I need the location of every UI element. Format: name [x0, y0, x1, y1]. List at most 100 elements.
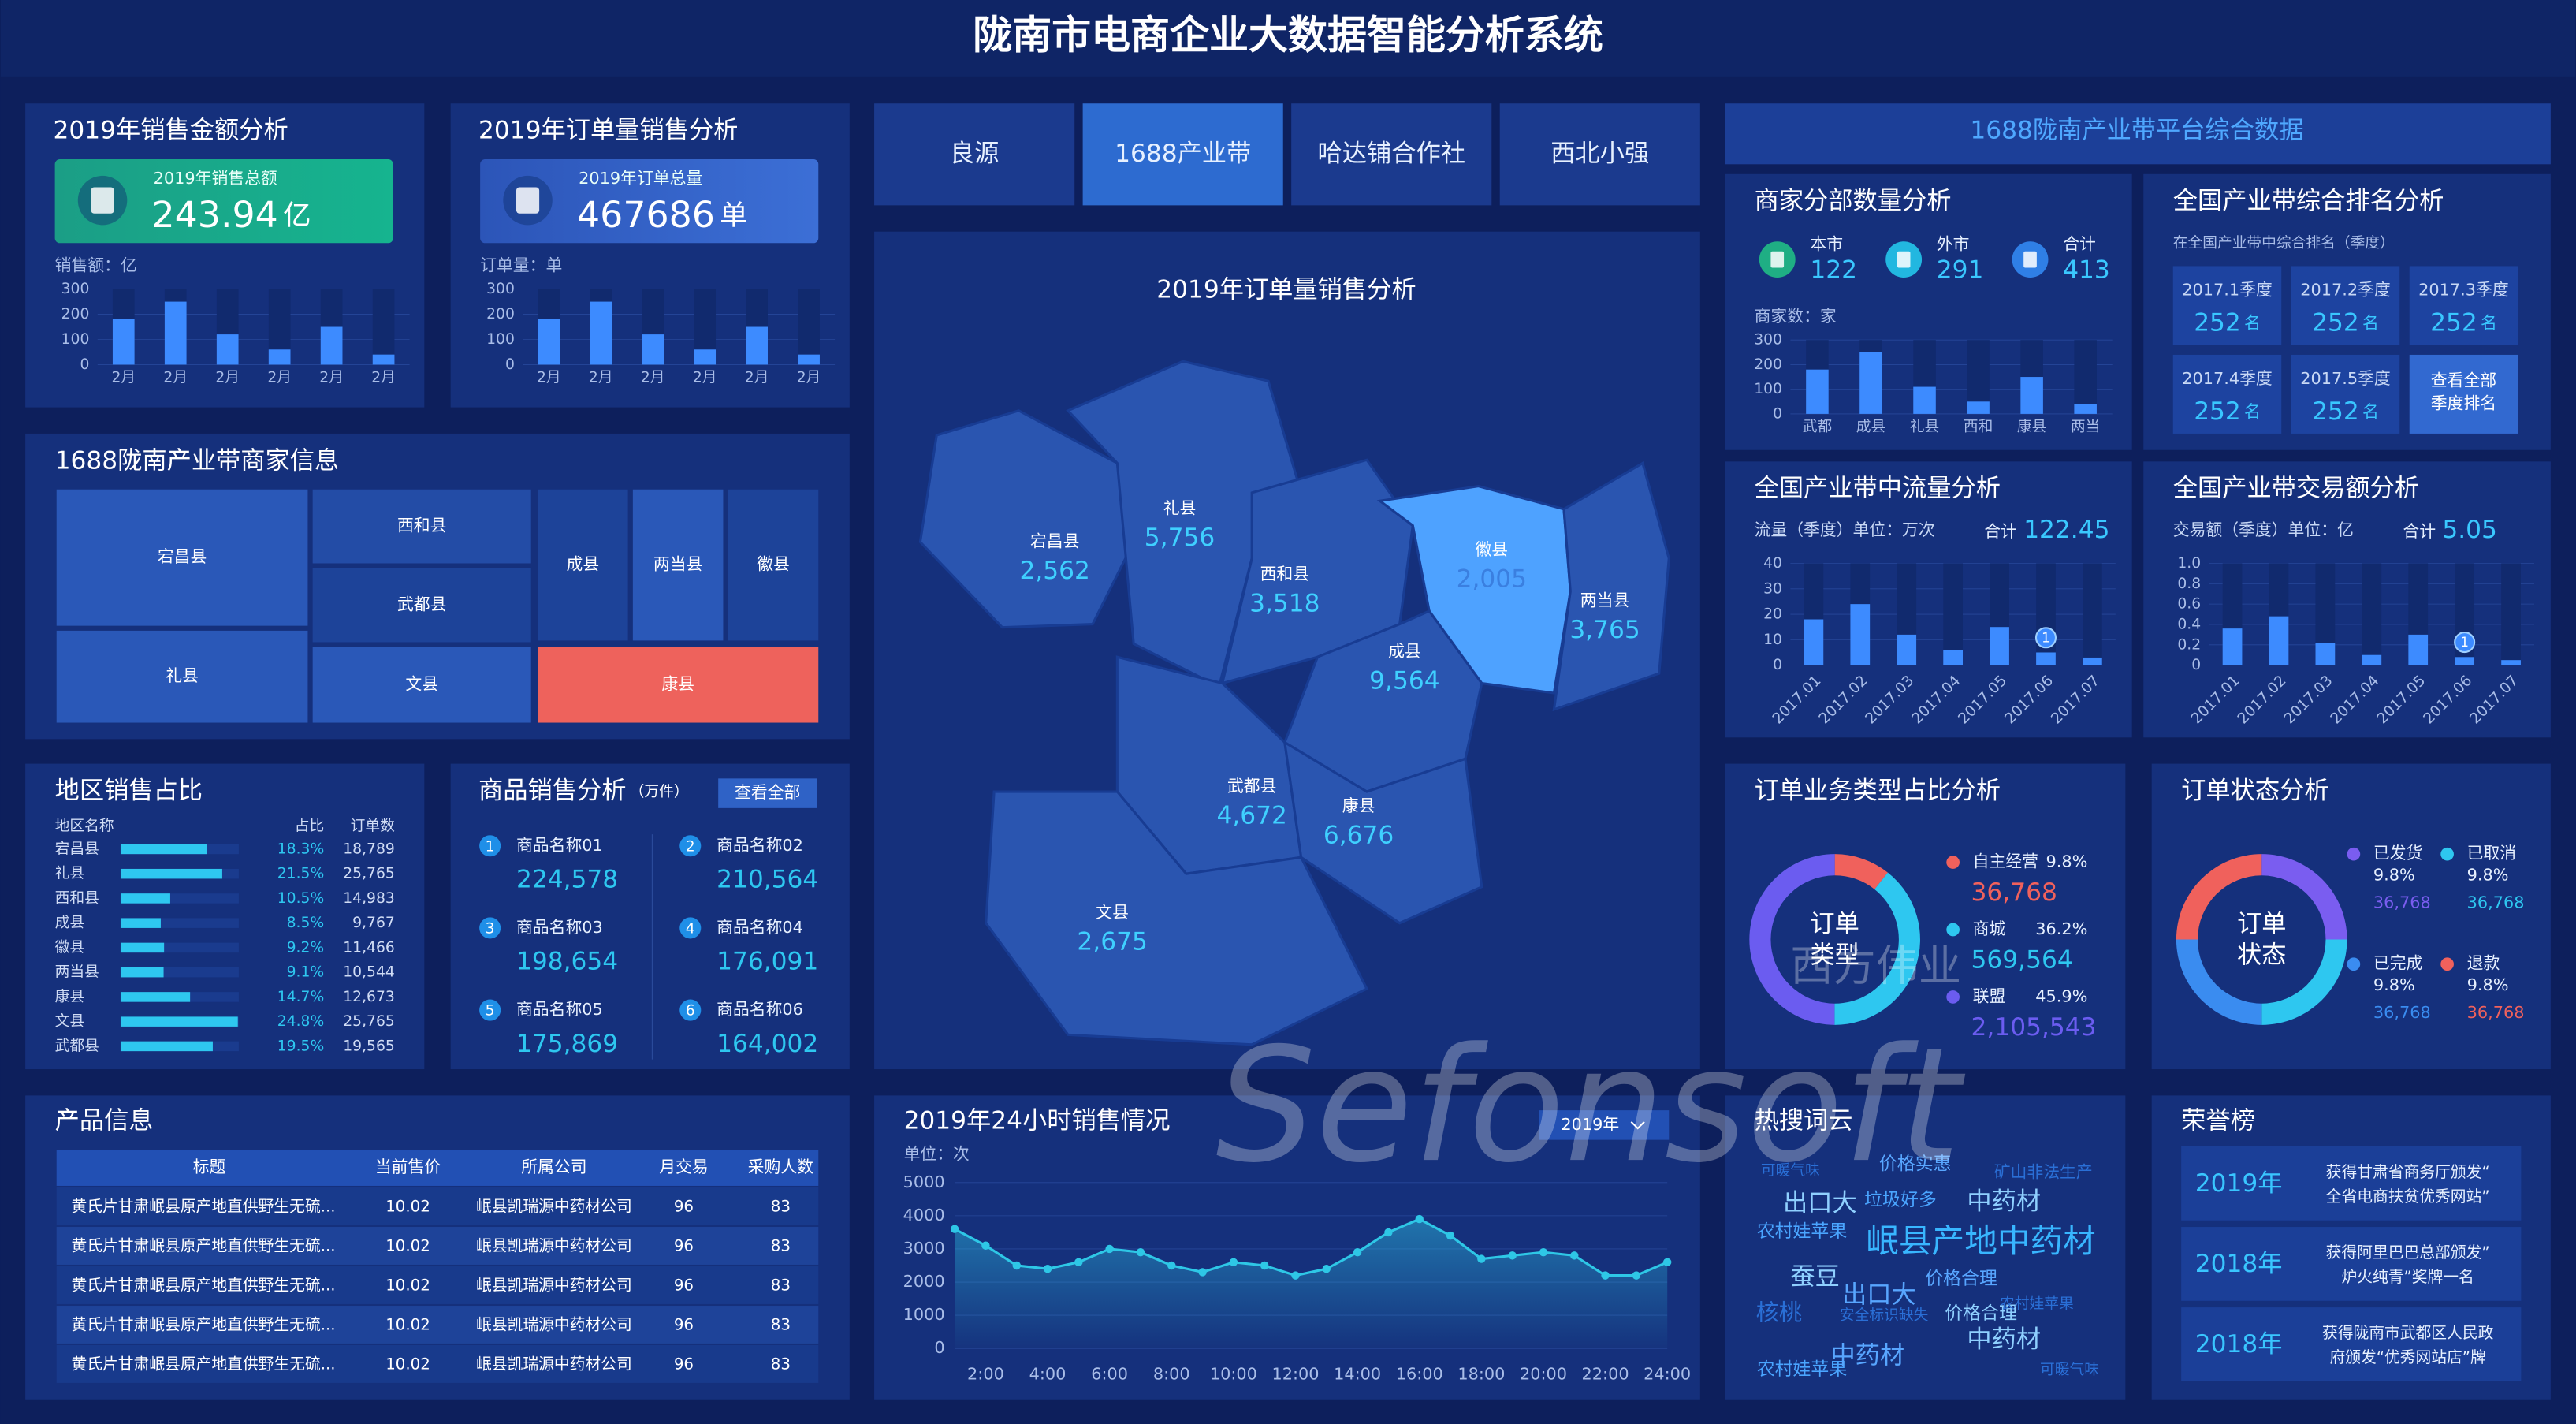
stat-value: 122	[1810, 256, 1857, 285]
rank-badge	[479, 917, 501, 939]
x-tick-label: 成县	[1856, 419, 1885, 435]
bar	[1990, 627, 2009, 665]
product-name: 商品名称06	[717, 1000, 803, 1019]
table-cell: 黄氏片甘肃岷县原产地直供野生无硫...	[71, 1237, 335, 1255]
panel	[1725, 763, 2126, 1070]
word[interactable]: 岷县产地中药材	[1866, 1221, 2096, 1260]
badge-value: 467686 单	[577, 192, 748, 235]
word[interactable]: 矿山非法生产	[1994, 1162, 2093, 1181]
order-count: 9,767	[352, 915, 395, 931]
table-cell: 10.02	[385, 1277, 430, 1295]
word[interactable]: 农村娃苹果	[2000, 1295, 2074, 1312]
table-header	[56, 1150, 819, 1186]
word[interactable]: 中药材	[1967, 1187, 2041, 1216]
treemap-label: 徽县	[757, 555, 790, 574]
word[interactable]: 可暖气味	[2040, 1362, 2099, 1378]
line-point	[1198, 1268, 1207, 1277]
button-label: 查看全部	[2431, 371, 2496, 390]
rank-number: 5	[486, 1003, 495, 1020]
map-region[interactable]	[985, 790, 1369, 1046]
word[interactable]: 出口大	[1783, 1189, 1857, 1217]
button[interactable]	[718, 778, 817, 808]
region-name: 徽县	[55, 939, 84, 956]
bar-track	[372, 289, 395, 365]
panel-title: 2019年订单量销售分析	[1156, 276, 1416, 304]
table-row	[56, 1227, 819, 1265]
table-cell: 83	[771, 1316, 791, 1334]
word[interactable]: 中药材	[1830, 1342, 1904, 1370]
map-region[interactable]	[1552, 461, 1670, 712]
legend-label: 商城	[1973, 919, 2006, 938]
table-cell: 岷县凯瑞源中药材公司	[476, 1316, 632, 1334]
rank-badge	[679, 917, 702, 939]
treemap-cell	[538, 647, 819, 723]
x-tick-label: 2月	[111, 370, 136, 386]
table-row	[56, 1266, 819, 1304]
y-tick-label: 10	[1763, 632, 1782, 648]
bar-track	[1967, 340, 1990, 414]
button[interactable]	[2409, 354, 2518, 434]
word[interactable]: 出口大	[1842, 1281, 1916, 1310]
region-name: 两当县	[1580, 591, 1629, 609]
table-cell: 黄氏片甘肃岷县原产地直供野生无硫...	[71, 1198, 335, 1216]
product-name: 商品名称03	[516, 918, 603, 937]
bar	[2269, 616, 2289, 665]
word[interactable]: 价格合理	[1945, 1303, 2017, 1324]
treemap-cell	[312, 568, 531, 643]
x-tick-label: 2月	[215, 370, 240, 386]
map-region[interactable]	[918, 409, 1135, 629]
line-point	[1632, 1271, 1641, 1280]
y-tick-label: 40	[1763, 555, 1782, 572]
tab[interactable]	[874, 103, 1075, 206]
y-tick-label: 20	[1763, 606, 1782, 623]
value-label: 9.8%	[2373, 975, 2415, 994]
donut-slice	[1749, 854, 1835, 1025]
panel	[450, 763, 850, 1070]
word[interactable]: 垃圾好多	[1864, 1190, 1937, 1210]
word[interactable]: 农村娃苹果	[1757, 1221, 1848, 1242]
word[interactable]: 价格合理	[1925, 1269, 1997, 1289]
panel-title: 产品信息	[55, 1107, 154, 1135]
map-region[interactable]	[1376, 484, 1572, 695]
rank-value: 252 名	[2430, 308, 2497, 337]
word[interactable]: 农村娃苹果	[1757, 1359, 1848, 1380]
badge-label: 2019年订单总量	[579, 169, 702, 188]
line-point	[1539, 1247, 1548, 1257]
word[interactable]: 价格实惠	[1879, 1154, 1952, 1174]
region-name: 文县	[55, 1013, 84, 1030]
bar	[694, 349, 717, 365]
badge-icon-glyph	[516, 187, 540, 214]
word[interactable]: 安全标识缺失	[1840, 1307, 1929, 1324]
rank-value: 252 名	[2194, 308, 2261, 337]
region-name: 西和县	[55, 890, 99, 907]
word[interactable]: 核桃	[1756, 1299, 1802, 1325]
x-tick-label: 16:00	[1396, 1365, 1443, 1384]
tab[interactable]	[1291, 103, 1492, 206]
bar	[268, 349, 291, 365]
bar	[2315, 643, 2336, 665]
y-tick-label: 0.2	[2177, 636, 2201, 653]
tab-label: 1688产业带	[1115, 140, 1251, 168]
treemap-label: 两当县	[653, 555, 702, 574]
panel	[1725, 1095, 2126, 1400]
unit-label: 交易额（季度）单位：亿	[2173, 520, 2354, 539]
order-count: 25,765	[343, 1013, 395, 1030]
word[interactable]: 中药材	[1967, 1325, 2041, 1354]
column-header: 地区名称	[55, 818, 114, 834]
line-point	[1508, 1251, 1517, 1260]
bar	[1804, 619, 1824, 665]
word[interactable]: 蚕豆	[1790, 1263, 1839, 1292]
dropdown[interactable]	[1539, 1110, 1670, 1140]
word[interactable]: 可暖气味	[1761, 1163, 1820, 1180]
unit-label: 商家数：家	[1755, 307, 1837, 326]
tab[interactable]	[1082, 103, 1283, 206]
panel-title: 地区销售占比	[55, 777, 203, 805]
tab[interactable]	[1499, 103, 1700, 206]
bar-track	[1943, 563, 1964, 665]
table-row	[56, 1187, 819, 1225]
value-label: 24.8%	[277, 1013, 325, 1030]
bar	[1913, 386, 1936, 414]
value-label: 9.2%	[287, 939, 325, 956]
donut-slice	[2261, 854, 2347, 940]
rank-value-unit: 名	[2244, 313, 2261, 332]
